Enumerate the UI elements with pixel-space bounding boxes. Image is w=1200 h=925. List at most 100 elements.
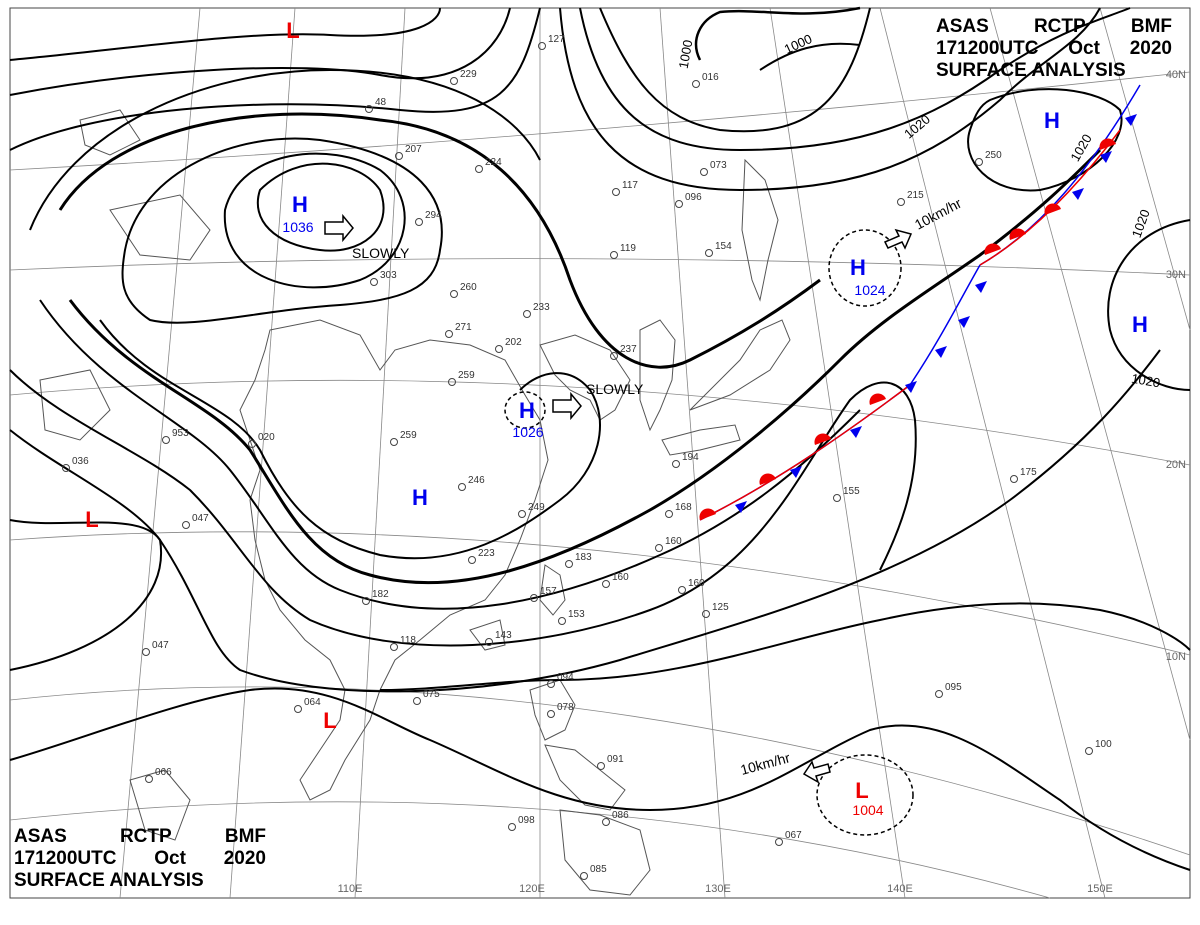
station-circle [558, 617, 566, 625]
header-time: 171200UTC [936, 38, 1039, 59]
chart-header-top: ASAS RCTP BMF 171200UTC Oct 2020 SURFACE… [936, 16, 1172, 82]
station-pressure: 086 [612, 810, 629, 821]
header-month: Oct [154, 848, 186, 869]
station-circle [450, 77, 458, 85]
latitude-label: 30N [1166, 269, 1186, 281]
header-station: RCTP [119, 826, 172, 847]
station-pressure: 294 [425, 210, 442, 221]
station-circle [390, 643, 398, 651]
header-year: 2020 [223, 848, 266, 869]
station-circle [458, 483, 466, 491]
low-symbol: L [286, 18, 299, 43]
station-pressure: 020 [258, 432, 275, 443]
header-agency: ASAS [936, 16, 989, 37]
station-pressure: 953 [172, 428, 189, 439]
station-pressure: 117 [622, 180, 638, 191]
station-pressure: 047 [152, 640, 169, 651]
station-circle [610, 352, 618, 360]
station-circle [1010, 475, 1018, 483]
low-pressure-center: L [323, 708, 336, 733]
station-pressure: 154 [715, 241, 732, 252]
high-symbol: H [412, 485, 428, 510]
low-symbol: L [855, 778, 868, 803]
station-circle [485, 638, 493, 646]
station-pressure: 160 [688, 578, 705, 589]
station-pressure: 259 [458, 370, 475, 381]
central-pressure: 1024 [854, 282, 885, 298]
motion-label: SLOWLY [352, 245, 410, 261]
station-pressure: 259 [400, 430, 417, 441]
header-year: 2020 [1129, 38, 1172, 59]
station-pressure: 066 [155, 767, 172, 778]
station-pressure: 182 [372, 589, 389, 600]
high-pressure-center: H [412, 485, 428, 510]
station-circle [365, 105, 373, 113]
latitude-label: 10N [1166, 651, 1186, 663]
station-circle [390, 438, 398, 446]
station-circle [678, 586, 686, 594]
high-symbol: H [519, 398, 535, 423]
header-title: SURFACE ANALYSIS [14, 870, 204, 891]
station-circle [675, 200, 683, 208]
station-pressure: 157 [540, 586, 557, 597]
station-pressure: 085 [590, 864, 607, 875]
station-circle [612, 188, 620, 196]
station-pressure: 249 [528, 502, 545, 513]
header-station: RCTP [1033, 16, 1086, 37]
station-pressure: 229 [460, 69, 477, 80]
station-pressure: 096 [685, 192, 702, 203]
graticule [9, 7, 1191, 899]
longitude-label: 150E [1087, 883, 1113, 895]
isobar-value-label: 1020 [1130, 371, 1161, 391]
low-symbol: L [85, 507, 98, 532]
station-pressure: 215 [907, 190, 924, 201]
station-circle [547, 680, 555, 688]
station-pressure: 016 [702, 72, 719, 83]
station-circle [468, 556, 476, 564]
station-circle [602, 580, 610, 588]
station-circle [248, 440, 256, 448]
station-circle [518, 510, 526, 518]
high-symbol: H [850, 255, 866, 280]
station-pressure: 250 [985, 150, 1002, 161]
header-office: BMF [224, 826, 266, 847]
station-pressure: 153 [568, 609, 585, 620]
header-title: SURFACE ANALYSIS [936, 60, 1126, 81]
station-circle [692, 80, 700, 88]
header-month: Oct [1068, 38, 1100, 59]
station-pressure: 078 [557, 702, 574, 713]
station-circle [775, 838, 783, 846]
station-circle [495, 345, 503, 353]
station-circle [413, 697, 421, 705]
station-circle [415, 218, 423, 226]
station-pressure: 127 [548, 34, 565, 45]
station-pressure: 175 [1020, 467, 1037, 478]
station-pressure: 160 [612, 572, 629, 583]
motion-label: SLOWLY [586, 381, 644, 397]
station-circle [935, 690, 943, 698]
station-pressure: 119 [620, 243, 636, 254]
station-circle [565, 560, 573, 568]
high-pressure-center: H [1044, 108, 1060, 133]
station-pressure: 155 [843, 486, 860, 497]
high-pressure-center: H 1036 SLOWLY [282, 192, 410, 261]
station-pressure: 100 [1095, 739, 1112, 750]
station-circle [702, 610, 710, 618]
station-circle [897, 198, 905, 206]
station-circle [182, 521, 190, 529]
station-pressure: 223 [478, 548, 495, 559]
station-circle [362, 597, 370, 605]
header-office: BMF [1130, 16, 1172, 37]
station-circle [705, 249, 713, 257]
station-circle [547, 710, 555, 718]
station-circle [597, 762, 605, 770]
high-pressure-center: H [1132, 312, 1148, 337]
low-pressure-center: L [85, 507, 98, 532]
station-pressure: 303 [380, 270, 397, 281]
header-agency: ASAS [14, 826, 67, 847]
station-circle [508, 823, 516, 831]
station-pressure: 095 [945, 682, 962, 693]
station-pressure: 207 [405, 144, 422, 155]
station-pressure: 036 [72, 456, 89, 467]
